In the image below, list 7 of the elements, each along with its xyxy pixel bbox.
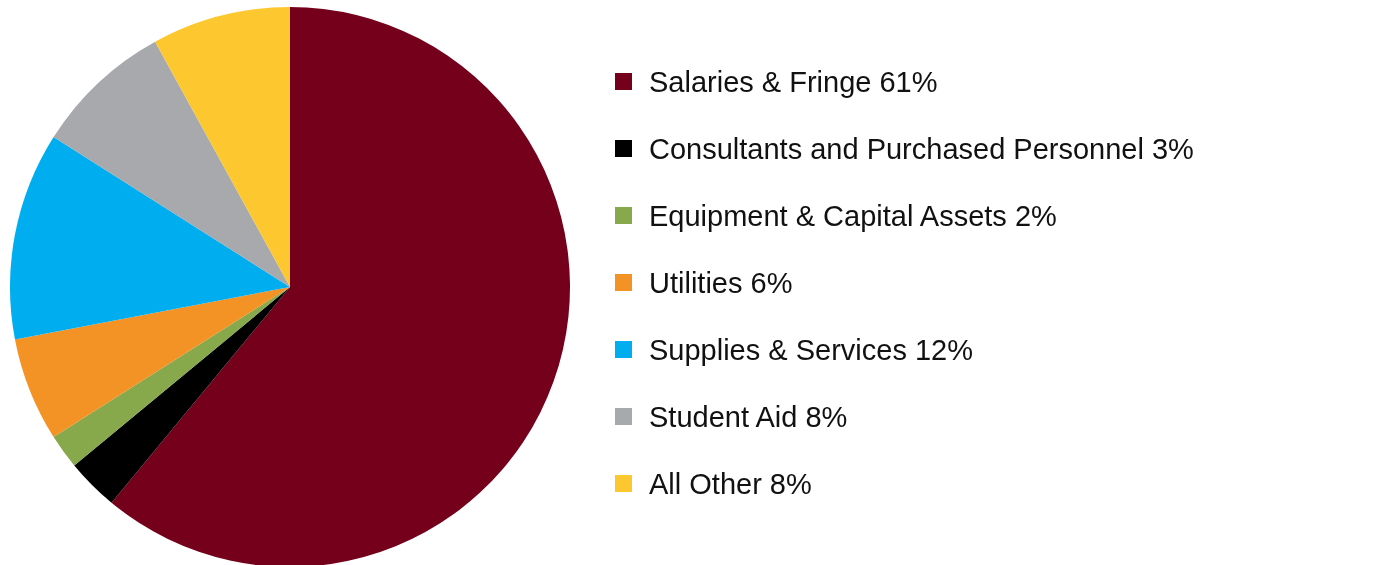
legend-label: Utilities 6%	[649, 266, 793, 299]
legend-label: Supplies & Services 12%	[649, 333, 973, 366]
legend-label: All Other 8%	[649, 467, 812, 500]
legend-label: Salaries & Fringe 61%	[649, 65, 938, 98]
legend-label: Equipment & Capital Assets 2%	[649, 199, 1057, 232]
legend-label: Student Aid 8%	[649, 400, 848, 433]
legend-label: Consultants and Purchased Personnel 3%	[649, 132, 1194, 165]
